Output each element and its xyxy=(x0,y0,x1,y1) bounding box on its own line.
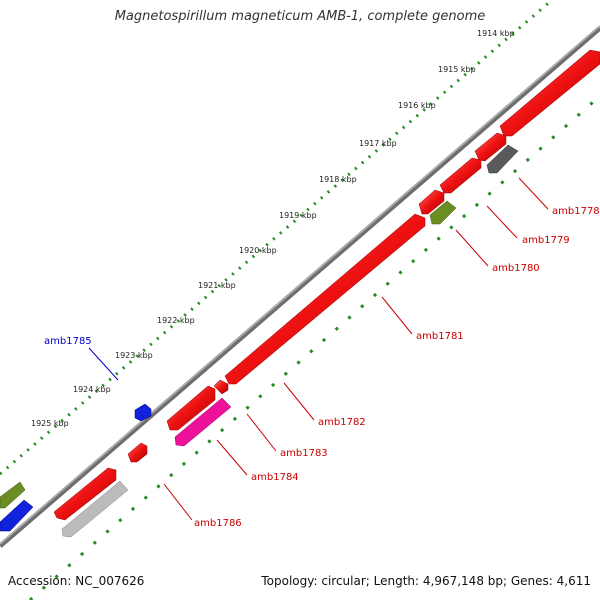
gene-amb1786-a[interactable] xyxy=(127,442,148,463)
inner-scale-track xyxy=(29,94,600,600)
leader-line xyxy=(381,296,413,335)
gene-amb1783[interactable] xyxy=(166,385,216,431)
gene-label-amb1781[interactable]: amb1781 xyxy=(416,331,464,342)
kbp-tick-label: 1919 kbp xyxy=(279,211,317,220)
gene-amb1786-rev[interactable] xyxy=(61,480,129,538)
gene-label-amb1782[interactable]: amb1782 xyxy=(318,417,366,428)
kbp-tick-label: 1920 kbp xyxy=(239,246,277,255)
leader-line xyxy=(216,439,248,476)
gene-amb1786[interactable] xyxy=(53,467,117,521)
kbp-tick-label: 1918 kbp xyxy=(319,175,357,184)
gene-amb1778-rev[interactable] xyxy=(486,144,519,174)
accession-text: Accession: NC_007626 xyxy=(8,574,145,588)
gene-amb1782[interactable] xyxy=(213,379,229,395)
gene-left-blue[interactable] xyxy=(0,499,34,532)
gene-label-amb1784[interactable]: amb1784 xyxy=(251,472,299,483)
gene-amb1781[interactable] xyxy=(418,189,445,215)
leader-line xyxy=(455,229,489,267)
leader-line xyxy=(486,205,518,239)
gene-label-amb1780[interactable]: amb1780 xyxy=(492,263,540,274)
gene-amb1785[interactable] xyxy=(134,403,152,422)
genome-summary-text: Topology: circular; Length: 4,967,148 bp… xyxy=(261,574,591,588)
leader-line-blue xyxy=(88,347,119,381)
kbp-tick-label: 1924 kbp xyxy=(73,385,111,394)
leader-line xyxy=(283,382,315,421)
kbp-tick-label: 1917 kbp xyxy=(359,139,397,148)
gene-amb1780-rev[interactable] xyxy=(429,200,457,225)
kbp-tick-label: 1925 kbp xyxy=(31,419,69,428)
leader-line xyxy=(246,413,277,452)
gene-label-amb1783[interactable]: amb1783 xyxy=(280,448,328,459)
gene-label-amb1785[interactable]: amb1785 xyxy=(44,336,92,347)
gene-amb1778[interactable] xyxy=(499,49,600,137)
map-title: Magnetospirillum magneticum AMB-1, compl… xyxy=(114,9,486,24)
kbp-tick-label: 1914 kbp xyxy=(477,29,515,38)
gene-left-olive[interactable] xyxy=(0,481,26,509)
genome-backbone-highlight xyxy=(0,25,600,545)
gene-label-amb1779[interactable]: amb1779 xyxy=(522,235,570,246)
gene-amb1781-main[interactable] xyxy=(224,213,426,385)
kbp-tick-label: 1921 kbp xyxy=(198,281,236,290)
kbp-tick-label: 1915 kbp xyxy=(438,65,476,74)
kbp-tick-label: 1916 kbp xyxy=(398,101,436,110)
kbp-tick-label: 1922 kbp xyxy=(157,316,195,325)
gene-amb1784[interactable] xyxy=(174,397,232,447)
genome-backbone xyxy=(0,26,600,548)
leader-line xyxy=(163,483,193,521)
gene-label-amb1786[interactable]: amb1786 xyxy=(194,518,242,529)
kbp-tick-label: 1923 kbp xyxy=(115,351,153,360)
leader-line xyxy=(518,177,549,210)
gene-label-amb1778[interactable]: amb1778 xyxy=(552,206,600,217)
